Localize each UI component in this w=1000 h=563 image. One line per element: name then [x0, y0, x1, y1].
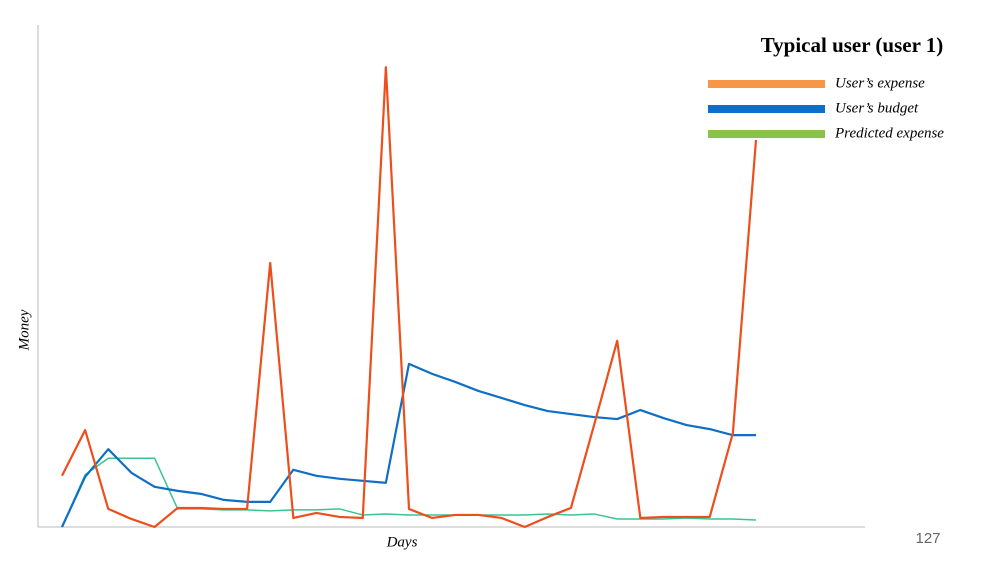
legend-label: User’s expense: [835, 75, 925, 91]
legend-swatch: [708, 105, 825, 113]
line-series: [61, 362, 756, 528]
legend-swatch: [708, 130, 825, 138]
chart-title: Typical user (user 1): [761, 33, 944, 57]
line-series: [61, 66, 758, 529]
page-number: 127: [915, 530, 940, 547]
legend-label: User’s budget: [835, 100, 919, 116]
y-axis-label: Money: [16, 309, 32, 351]
legend-swatch: [708, 80, 825, 88]
legend-label: Predicted expense: [834, 125, 944, 141]
x-axis-label: Days: [386, 534, 418, 550]
